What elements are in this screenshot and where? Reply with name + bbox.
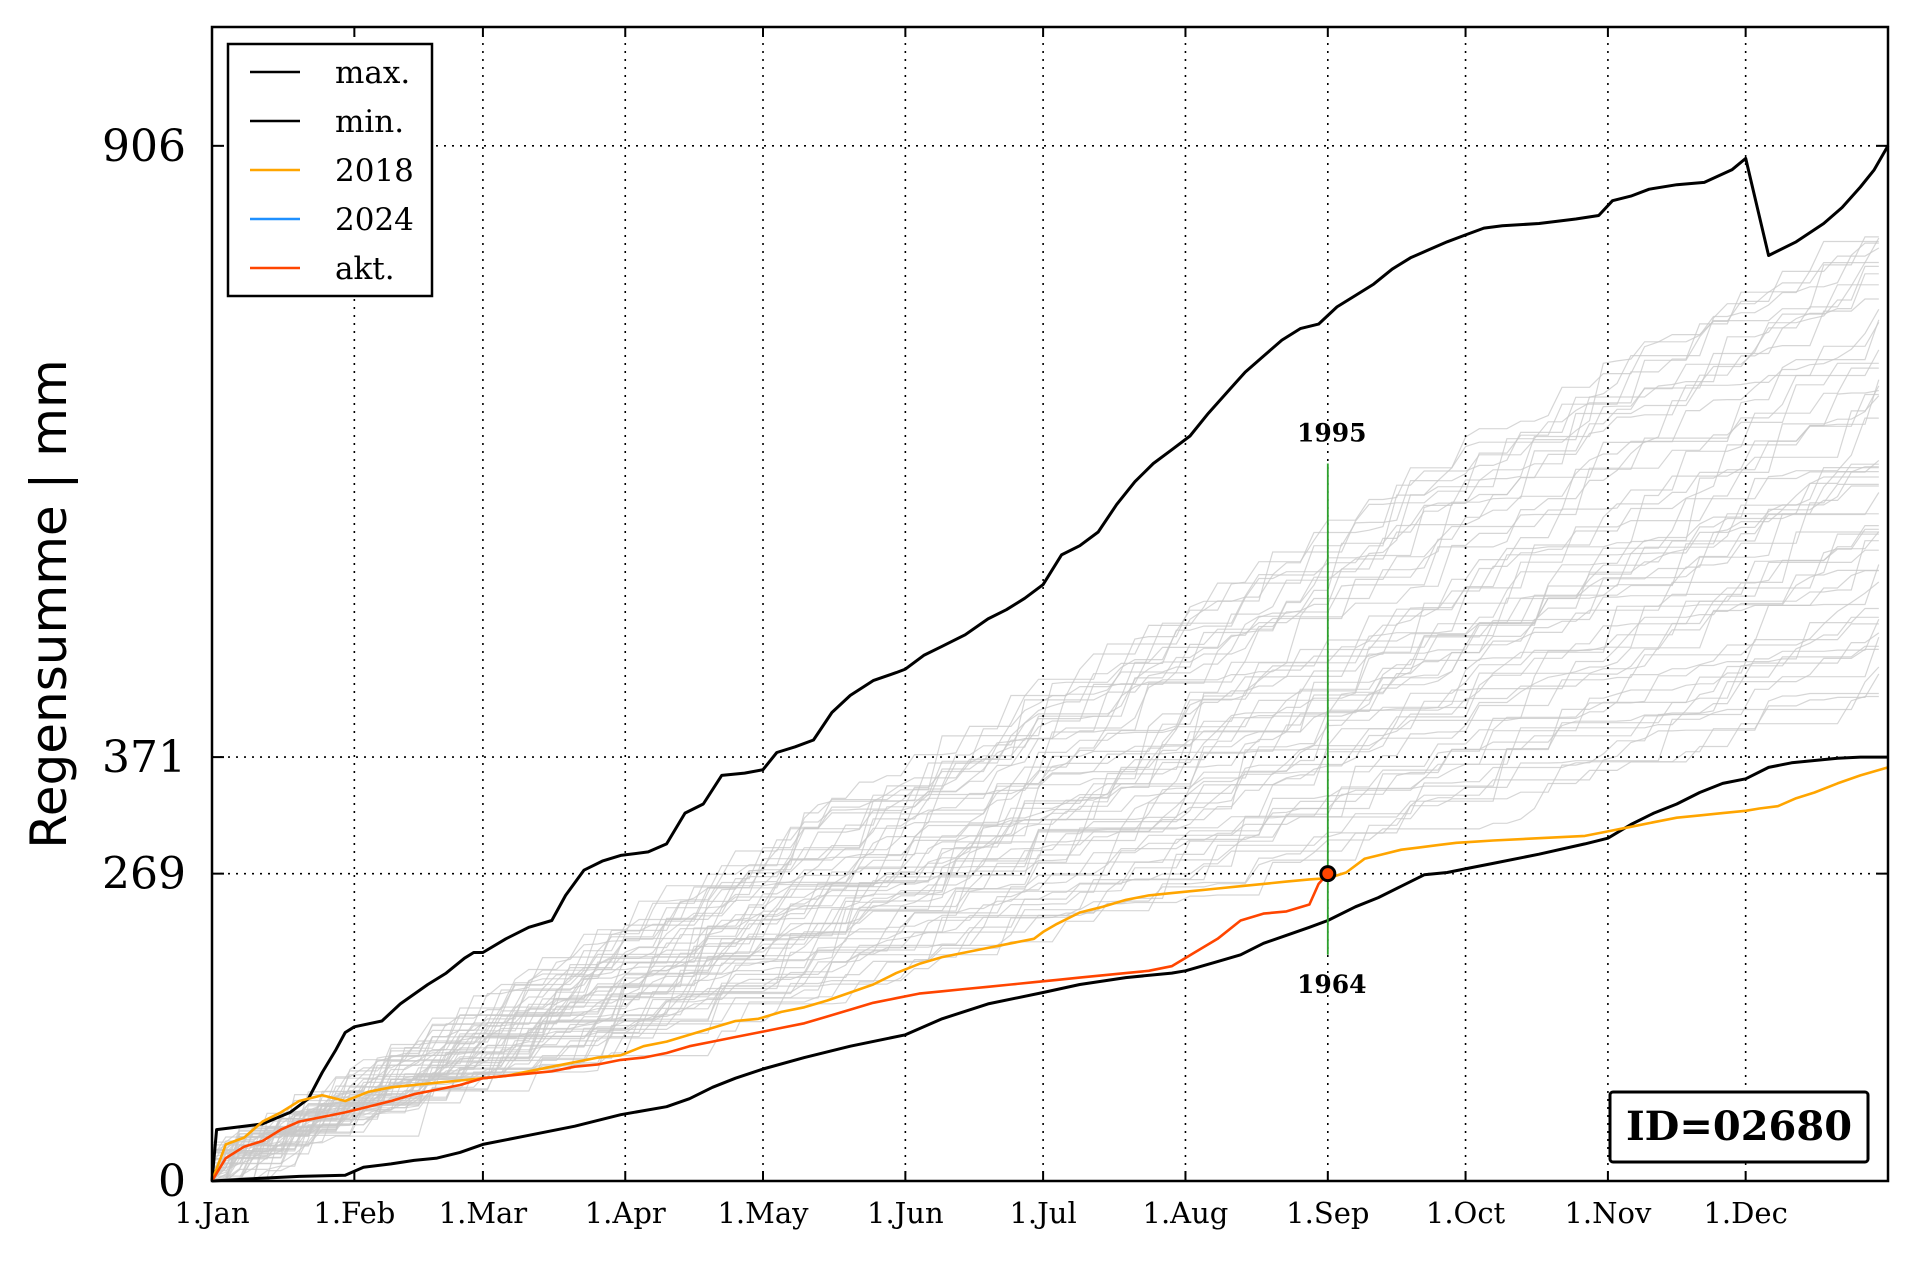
y-tick-label: 0 <box>158 1156 186 1207</box>
series-line-akt <box>210 872 1329 1182</box>
max-year-label: 1995 <box>1297 418 1367 447</box>
background-year-line <box>212 619 1880 1164</box>
background-year-line <box>211 485 1879 1182</box>
x-tick-label: 1.Jun <box>867 1196 944 1230</box>
x-tick-label: 1.Sep <box>1286 1196 1369 1230</box>
annotations: 1995 1964 <box>1297 418 1367 998</box>
background-year-line <box>212 237 1880 1182</box>
background-year-line <box>212 616 1879 1182</box>
series-line-min <box>211 755 1888 1183</box>
x-axis-ticks: 1.Jan 1.Feb 1.Mar 1.Apr 1.May 1.Jun 1.Jul 1.Aug… <box>174 27 1788 1230</box>
y-axis-ticks: 0 269 371 906 <box>102 121 1888 1207</box>
x-tick-label: 1.Apr <box>585 1196 666 1230</box>
background-year-line <box>211 564 1880 1162</box>
min-year-label: 1964 <box>1297 970 1367 999</box>
background-year-line <box>211 540 1879 1182</box>
background-year-line <box>212 492 1880 1182</box>
background-year-line <box>212 240 1879 1152</box>
id-box-frame <box>1608 1090 1870 1164</box>
background-year-line <box>211 393 1879 1182</box>
background-year-line <box>211 389 1879 1182</box>
x-tick-label: 1.Feb <box>313 1196 395 1230</box>
background-year-line <box>212 298 1879 1182</box>
background-year-line <box>211 467 1879 1182</box>
series-lines <box>210 145 1890 1183</box>
x-tick-label: 1.Nov <box>1564 1196 1652 1230</box>
y-tick-label: 906 <box>102 121 186 172</box>
x-tick-label: 1.Mar <box>439 1196 528 1230</box>
background-year-line <box>212 247 1880 1151</box>
legend-label: max. <box>335 55 410 91</box>
id-box: ID=02680 <box>1608 1090 1870 1164</box>
id-box-label: ID=02680 <box>1626 1103 1852 1150</box>
grid-lines <box>212 27 1888 1181</box>
legend-label: 2018 <box>335 153 414 189</box>
background-year-line <box>212 695 1879 1172</box>
background-year-line <box>211 367 1879 1155</box>
x-tick-label: 1.Dec <box>1703 1196 1787 1230</box>
background-year-line <box>212 349 1880 1151</box>
background-year-line <box>211 265 1879 1182</box>
background-year-line <box>212 645 1879 1169</box>
legend: max. min. 2018 2024 akt. <box>226 42 434 298</box>
x-tick-label: 1.Oct <box>1426 1196 1506 1230</box>
background-year-line <box>211 549 1879 1168</box>
background-year-lines <box>211 236 1880 1182</box>
current-value-point <box>1319 865 1337 883</box>
legend-label: min. <box>335 104 404 140</box>
x-tick-label: 1.Jan <box>174 1196 249 1230</box>
background-year-line <box>211 692 1879 1182</box>
plot-frame <box>210 25 1890 1183</box>
series-line-max <box>210 145 1890 1182</box>
y-tick-label: 371 <box>102 732 186 783</box>
legend-label: akt. <box>335 251 395 287</box>
background-year-line <box>212 463 1879 1160</box>
x-tick-label: 1.Jul <box>1009 1196 1076 1230</box>
y-axis-label: Regensumme | mm <box>20 359 78 848</box>
background-year-line <box>211 637 1880 1182</box>
y-tick-label: 269 <box>102 849 186 900</box>
background-year-line <box>212 525 1879 1182</box>
series-line-2018 <box>210 766 1889 1182</box>
legend-label: 2024 <box>335 202 414 238</box>
x-tick-label: 1.Aug <box>1143 1196 1229 1230</box>
x-tick-label: 1.May <box>717 1196 809 1230</box>
